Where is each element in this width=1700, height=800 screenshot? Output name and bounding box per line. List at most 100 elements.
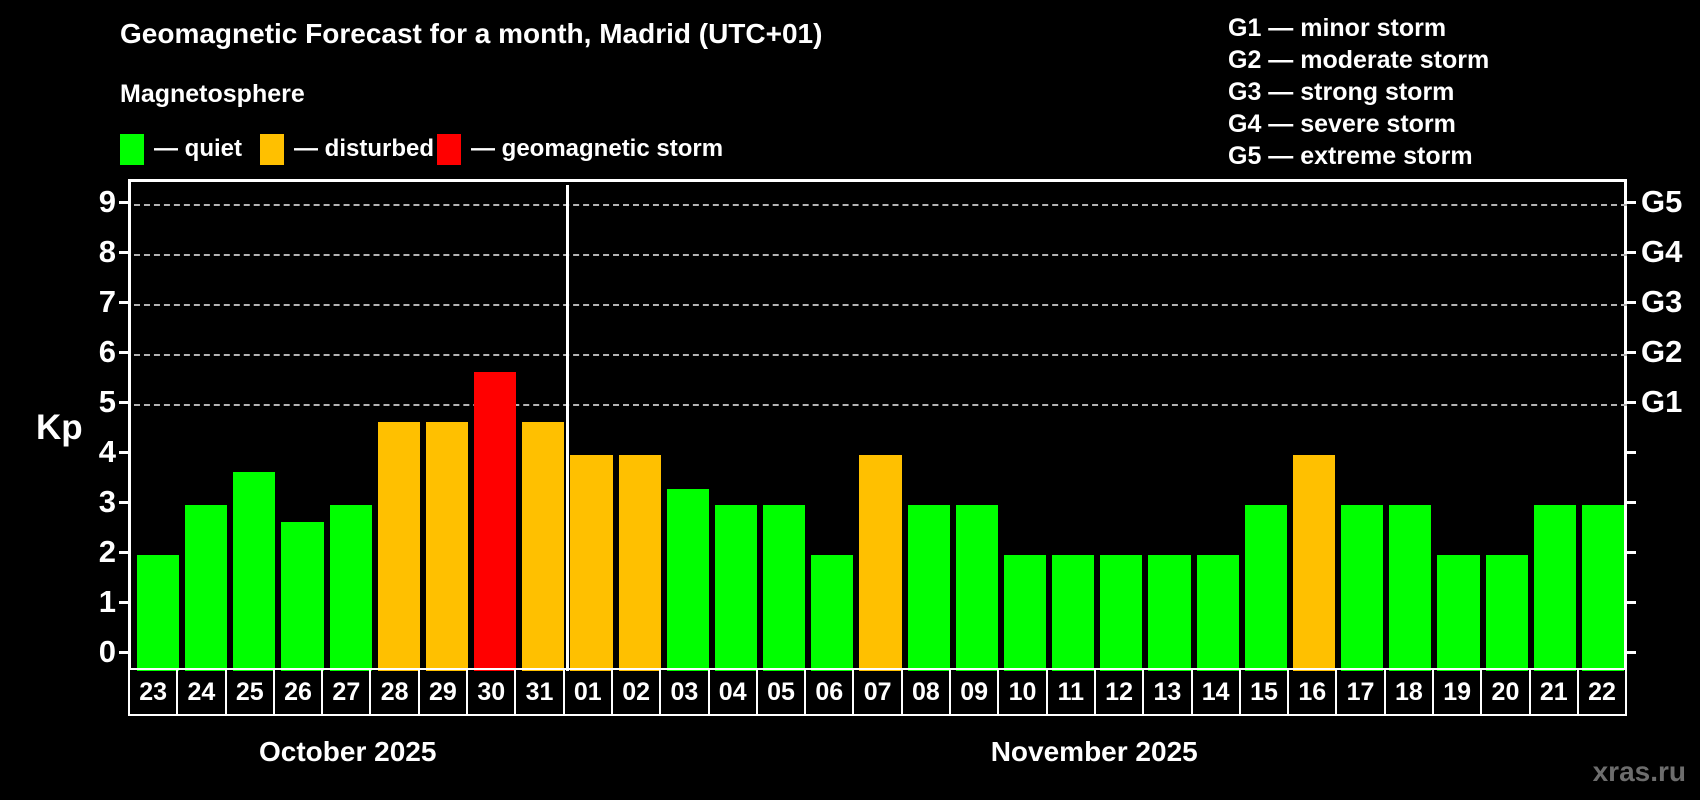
date-cell: 12: [1093, 668, 1145, 716]
bar-day-10: [1003, 555, 1047, 671]
bar-day-27: [329, 505, 372, 671]
right-axis-tick: [1624, 651, 1636, 654]
date-cell: 21: [1528, 668, 1579, 716]
bar-day-11: [1052, 555, 1095, 671]
date-cell: 22: [1576, 668, 1628, 716]
gridline-kp9: [134, 204, 1627, 206]
month-label-november: November 2025: [990, 736, 1198, 767]
right-axis-tick: [1624, 601, 1636, 604]
right-axis-label-g4: G4: [1641, 234, 1683, 269]
y-axis-tick: [119, 401, 131, 404]
y-axis-tick-label: 5: [98, 384, 116, 419]
bar-day-04: [714, 505, 758, 671]
date-cell: 28: [369, 668, 420, 716]
bar-day-13: [1148, 555, 1191, 671]
date-cell: 24: [176, 668, 227, 716]
date-cell: 07: [852, 668, 903, 716]
date-cell: 15: [1238, 668, 1290, 716]
month-separator: [565, 185, 569, 671]
y-axis-tick: [119, 351, 131, 354]
date-cell: 18: [1383, 668, 1435, 716]
bar-day-29: [425, 421, 469, 671]
date-cell: 02: [610, 668, 662, 716]
bar-day-07: [859, 455, 902, 671]
y-axis-tick-label: 6: [98, 334, 116, 369]
bar-day-23: [137, 555, 180, 671]
right-axis-label-g3: G3: [1641, 284, 1683, 319]
date-cell: 03: [659, 668, 710, 716]
bar-day-06: [811, 555, 854, 671]
y-axis-tick-label: 4: [98, 434, 116, 469]
date-cell: 30: [466, 668, 517, 716]
bar-day-25: [233, 471, 276, 671]
watermark: xras.ru: [1592, 756, 1686, 787]
g-legend-line: G4 — severe storm: [1228, 110, 1456, 138]
date-cell: 14: [1190, 668, 1241, 716]
right-axis-tick: [1624, 501, 1636, 504]
y-axis-tick-label: 3: [98, 484, 116, 519]
right-axis-tick: [1624, 551, 1636, 554]
bar-day-08: [907, 505, 950, 671]
date-cell: 17: [1335, 668, 1386, 716]
right-axis-label-g1: G1: [1641, 384, 1683, 419]
right-axis-tick: [1624, 301, 1636, 304]
legend-swatch-disturbed: [260, 133, 284, 165]
date-cell: 19: [1432, 668, 1483, 716]
right-axis-tick: [1624, 351, 1636, 354]
bar-day-20: [1485, 555, 1528, 671]
date-cell: 13: [1142, 668, 1193, 716]
y-axis-tick-label: 0: [98, 634, 116, 669]
y-axis-tick: [119, 501, 131, 504]
bar-day-26: [281, 521, 324, 671]
page-title: Geomagnetic Forecast for a month, Madrid…: [120, 18, 823, 49]
y-axis-tick: [119, 201, 131, 204]
date-cell: 08: [900, 668, 952, 716]
legend-label: — disturbed: [294, 135, 435, 162]
date-cell: 10: [997, 668, 1048, 716]
bar-day-16: [1292, 455, 1336, 671]
bar-day-21: [1533, 505, 1576, 671]
date-cell: 25: [224, 668, 275, 716]
g-legend-line: G2 — moderate storm: [1228, 46, 1490, 74]
bar-day-24: [185, 505, 228, 671]
g-scale-legend: G1 — minor storm G2 — moderate storm G3 — …: [1228, 12, 1489, 172]
y-axis-tick: [119, 251, 131, 254]
date-cell: 27: [321, 668, 372, 716]
date-cell: 11: [1045, 668, 1096, 716]
bar-day-19: [1437, 555, 1480, 671]
month-label-october: October 2025: [259, 736, 437, 767]
right-axis-label-g2: G2: [1641, 334, 1683, 369]
date-cell: 06: [804, 668, 855, 716]
y-axis-tick-label: 8: [98, 234, 116, 269]
right-axis-tick: [1624, 401, 1636, 404]
y-axis-tick: [119, 551, 131, 554]
date-cell: 31: [514, 668, 565, 716]
date-cell: 23: [128, 668, 179, 716]
date-cell: 04: [707, 668, 758, 716]
y-axis-tick: [119, 651, 131, 654]
date-cell: 09: [949, 668, 1000, 716]
right-axis-tick: [1624, 201, 1636, 204]
g-legend-line: G5 — extreme storm: [1228, 142, 1473, 170]
bar-day-12: [1100, 555, 1143, 671]
date-cell: 16: [1287, 668, 1338, 716]
right-axis-tick: [1624, 251, 1636, 254]
gridline-kp7: [134, 304, 1627, 306]
bar-day-05: [763, 505, 806, 671]
legend-item: — geomagnetic storm: [437, 133, 723, 165]
bar-day-09: [955, 505, 998, 671]
date-axis-row: 23 24 25 26 27 28 29 30 31 01 02 03 04 05 06 07 08 09 10 11…: [128, 668, 1628, 716]
chart-subtitle: Magnetosphere: [120, 80, 305, 108]
legend-swatch-storm: [437, 133, 461, 165]
y-axis-tick: [119, 601, 131, 604]
bar-day-28: [377, 421, 420, 671]
gridline-kp6: [134, 354, 1627, 356]
date-cell: 20: [1480, 668, 1531, 716]
legend-item: — quiet: [120, 133, 242, 165]
right-axis-label-g5: G5: [1641, 184, 1683, 219]
bar-day-01: [570, 455, 613, 671]
bar-day-30: [474, 371, 517, 671]
gridline-kp8: [134, 254, 1627, 256]
date-cell: 01: [562, 668, 613, 716]
